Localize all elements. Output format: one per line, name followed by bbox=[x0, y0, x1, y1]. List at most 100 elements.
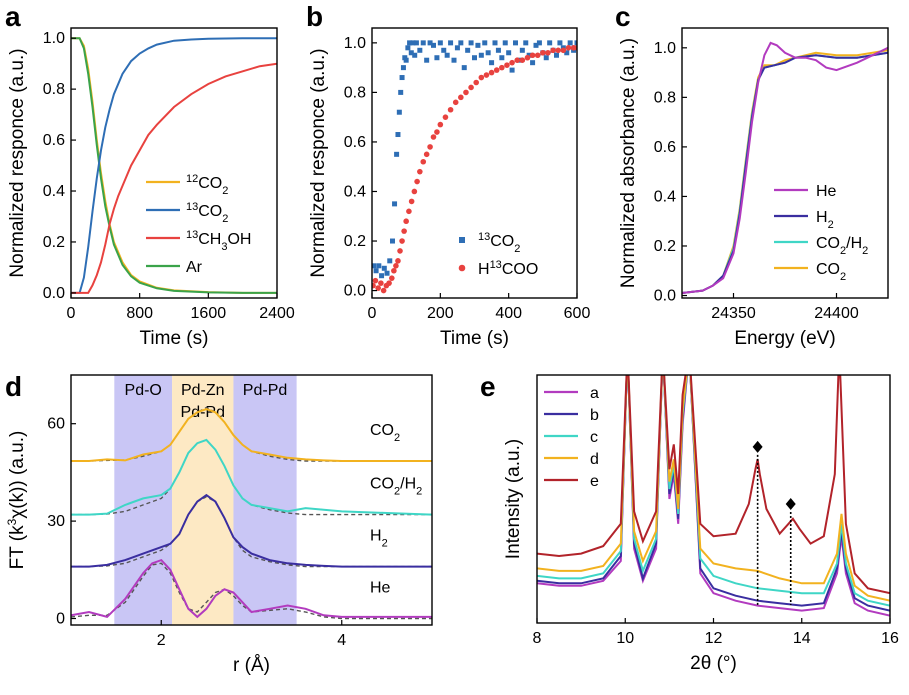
xtick-label: 2 bbox=[157, 632, 166, 649]
xtick-label: 2400 bbox=[259, 305, 295, 322]
ytick-label: 0.6 bbox=[344, 134, 366, 151]
point-H13COO-13 bbox=[401, 228, 407, 234]
xtick-label: 400 bbox=[495, 305, 522, 322]
xtick-label: 10 bbox=[616, 630, 634, 647]
xtick-label: 0 bbox=[368, 305, 377, 322]
plot-area-e bbox=[537, 375, 890, 617]
point-13CO2-22 bbox=[413, 40, 419, 46]
point-13CO2-45 bbox=[492, 40, 498, 46]
point-H13COO-35 bbox=[488, 69, 495, 76]
point-13CO2-48 bbox=[502, 40, 508, 46]
point-H13COO-14 bbox=[403, 218, 409, 225]
ytick-label: 1.0 bbox=[344, 35, 366, 52]
panel-b: 0 200 400 600 0.0 0.2 0.4 0.6 0.8 1.0 Time (s) Norm… bbox=[306, 1, 590, 349]
point-H13COO-42 bbox=[524, 54, 531, 61]
legend-label-13CO2: 13CO2 bbox=[186, 201, 228, 225]
point-H13COO-41 bbox=[519, 57, 526, 64]
plot-area-d bbox=[71, 406, 432, 620]
ytick-label: 0.2 bbox=[654, 238, 676, 255]
point-H13COO-7 bbox=[389, 275, 395, 281]
ytick-label: 0.8 bbox=[344, 84, 366, 101]
point-13CO2-8 bbox=[392, 201, 398, 207]
point-13CO2-40 bbox=[475, 42, 481, 48]
point-H13COO-1 bbox=[372, 277, 379, 284]
ytick-label: 1.0 bbox=[654, 40, 676, 57]
series-label-H2: H2 bbox=[370, 528, 388, 550]
point-13CO2-20 bbox=[410, 40, 416, 46]
ytick-label: 0.4 bbox=[654, 188, 676, 205]
point-13CO2-66 bbox=[564, 50, 570, 56]
point-H13COO-48 bbox=[555, 47, 562, 54]
legend-label-CO2: CO2 bbox=[816, 261, 846, 283]
axis-frame-b bbox=[371, 27, 578, 299]
point-13CO2-42 bbox=[482, 40, 488, 46]
point-13CO2-57 bbox=[533, 42, 539, 48]
panel-letter-a: a bbox=[5, 1, 21, 32]
point-13CO2-13 bbox=[399, 75, 405, 81]
ytick-label: 0.0 bbox=[344, 283, 366, 300]
point-H13COO-29 bbox=[458, 94, 464, 101]
point-H13COO-36 bbox=[493, 67, 500, 73]
point-13CO2-60 bbox=[543, 55, 549, 61]
point-H13COO-21 bbox=[423, 151, 430, 158]
point-13CO2-10 bbox=[395, 132, 401, 138]
point-H13COO-2 bbox=[375, 285, 381, 291]
point-13CO2-67 bbox=[567, 40, 573, 46]
point-H13COO-46 bbox=[545, 49, 551, 56]
y-axis-label: Normalized responce (a.u.) bbox=[7, 48, 28, 277]
xtick-label: 4 bbox=[337, 632, 346, 649]
point-13CO2-18 bbox=[407, 40, 413, 46]
region-label2-1: Pd-Pd bbox=[181, 404, 225, 421]
region-label-0: Pd-O bbox=[125, 382, 162, 399]
point-H13COO-38 bbox=[504, 62, 510, 68]
point-H13COO-9 bbox=[393, 262, 399, 269]
point-13CO2-2 bbox=[376, 263, 382, 269]
point-H13COO-28 bbox=[452, 99, 459, 106]
ytick-label: 0.2 bbox=[344, 233, 366, 250]
point-13CO2-49 bbox=[506, 50, 512, 56]
point-H13COO-8 bbox=[391, 267, 397, 274]
point-H13COO-30 bbox=[463, 89, 469, 96]
legend-label-d: d bbox=[590, 451, 599, 468]
legend-label-12CO2: 12CO2 bbox=[186, 173, 228, 197]
panel-d: Pd-O Pd-Zn Pd-Pd Pd-Pd 2 4 0 30 60 r (Å) FT (k3χ(k… bbox=[5, 371, 433, 676]
panel-letter-b: b bbox=[306, 1, 323, 32]
point-H13COO-10 bbox=[395, 258, 401, 264]
point-H13COO-19 bbox=[417, 168, 423, 175]
point-13CO2-43 bbox=[485, 50, 491, 56]
xtick-label: 0 bbox=[67, 305, 76, 322]
point-13CO2-1 bbox=[373, 268, 379, 274]
axis-frame-d bbox=[70, 374, 433, 626]
point-13CO2-44 bbox=[489, 60, 495, 66]
legend-label-b: b bbox=[590, 407, 599, 424]
point-H13COO-16 bbox=[408, 198, 415, 205]
panel-c: 24350 24400 0.0 0.2 0.4 0.6 0.8 1.0 Energy (eV) N… bbox=[615, 1, 889, 349]
point-H13COO-11 bbox=[397, 248, 403, 254]
y-axis-label: FT (k3χ(k)) (a.u.) bbox=[5, 431, 28, 570]
legend-label-e: e bbox=[590, 473, 599, 490]
point-H13COO-3 bbox=[378, 280, 384, 286]
point-13CO2-25 bbox=[424, 57, 430, 63]
ytick-label: 1.0 bbox=[43, 30, 65, 47]
point-H13COO-32 bbox=[473, 79, 480, 86]
ytick-label: 0.6 bbox=[654, 139, 676, 156]
legend-label-13CH3OH: 13CH3OH bbox=[186, 229, 251, 253]
plot-area-c bbox=[682, 41, 888, 294]
x-axis-label: Time (s) bbox=[440, 328, 509, 349]
ytick-label: 0.6 bbox=[43, 132, 65, 149]
diamond-marker-1 bbox=[785, 497, 796, 510]
ytick-label: 30 bbox=[47, 513, 65, 530]
point-13CO2-39 bbox=[472, 55, 477, 61]
point-13CO2-26 bbox=[427, 40, 433, 46]
point-H13COO-23 bbox=[430, 134, 437, 140]
point-13CO2-61 bbox=[547, 40, 553, 46]
x-axis-label: 2θ (°) bbox=[690, 653, 737, 674]
point-H13COO-20 bbox=[420, 158, 427, 165]
series-line-He bbox=[71, 558, 432, 619]
legend-label-c: c bbox=[590, 429, 598, 446]
y-axis-label: Intensity (a.u.) bbox=[503, 439, 524, 559]
legend-label-a: a bbox=[590, 385, 599, 402]
x-axis-label: Energy (eV) bbox=[734, 328, 835, 349]
point-13CO2-37 bbox=[465, 47, 471, 53]
point-13CO2-0 bbox=[372, 263, 377, 269]
